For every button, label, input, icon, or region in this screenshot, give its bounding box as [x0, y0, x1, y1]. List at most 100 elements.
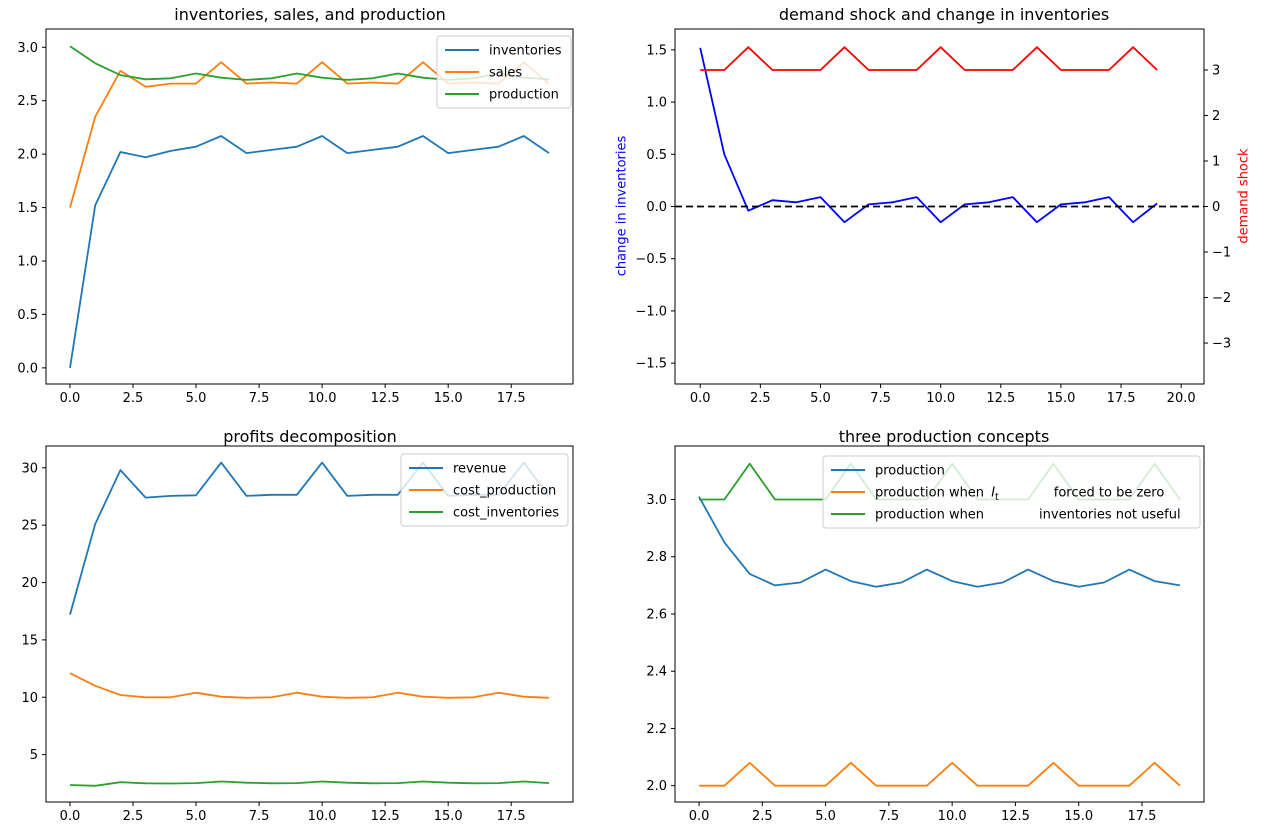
legend-entry: cost_production	[409, 484, 556, 499]
x-axis-ticks: 0.0 2.5 5.0 7.5 10.0 12.5 15.0 17.5 20.0	[690, 384, 1196, 406]
legend-label: production when It forced to be zero	[875, 486, 1164, 504]
tick-label: 2.5	[17, 94, 38, 109]
tick-label: 5.0	[815, 809, 836, 824]
tick-label: 2.5	[123, 809, 144, 824]
tick-label: 7.5	[879, 809, 900, 824]
legend-label: production	[875, 464, 945, 479]
tick-label: 10.0	[926, 391, 955, 406]
tick-label: 5	[30, 748, 38, 763]
ylabel-change-in-inventories: change in inventories	[614, 135, 630, 277]
tick-label: 12.5	[371, 391, 400, 406]
legend-label: revenue	[453, 462, 506, 477]
legend-entry: production	[445, 88, 559, 103]
tick-label: 0	[1212, 200, 1220, 215]
tick-label: 10.0	[308, 809, 337, 824]
tick-label: 3.0	[646, 493, 667, 508]
tick-label: 15	[21, 633, 38, 648]
panel-profits-decomposition: 0.0 2.5 5.0 7.5 10.0 12.5 15.0 17.5 5 10 15 20 25 30 r…	[21, 445, 574, 824]
tick-label: 15.0	[434, 809, 463, 824]
axes-frame	[674, 445, 1205, 803]
tick-label: 1	[1212, 154, 1220, 169]
x-axis-ticks: 0.0 2.5 5.0 7.5 10.0 12.5 15.0 17.5	[60, 802, 526, 824]
legend-entry: production	[831, 464, 945, 479]
x-axis-ticks: 0.0 2.5 5.0 7.5 10.0 12.5 15.0 17.5	[689, 802, 1156, 824]
tick-label: 30	[21, 461, 38, 476]
tick-label: −0.5	[635, 252, 667, 267]
tick-label: 17.5	[497, 809, 526, 824]
tick-label: 1.0	[17, 255, 38, 270]
tick-label: 1.0	[646, 96, 667, 111]
tick-label: 0.5	[17, 308, 38, 323]
tick-label: 1.5	[646, 43, 667, 58]
legend-box	[400, 453, 569, 527]
tick-label: 2.6	[646, 607, 667, 622]
x-axis-ticks: 0.0 2.5 5.0 7.5 10.0 12.5 15.0 17.5	[60, 384, 526, 406]
tick-label: 25	[21, 519, 38, 534]
y-axis-ticks: −1.5 −1.0 −0.5 0.0 0.5 1.0 1.5	[635, 43, 675, 372]
tick-label: 7.5	[249, 391, 270, 406]
tick-label: 2.5	[123, 391, 144, 406]
legend-label: sales	[489, 66, 522, 81]
legend-entry: sales	[445, 66, 522, 81]
tick-label: 2.0	[646, 779, 667, 794]
tick-label: 10.0	[308, 391, 337, 406]
tick-label: 2.4	[646, 665, 667, 680]
y-axis-ticks: 2.0 2.2 2.4 2.6 2.8 3.0	[646, 493, 675, 794]
tick-label: 1.5	[17, 201, 38, 216]
tick-label: −1	[1212, 246, 1231, 261]
line-change-in-inventories	[699, 47, 1158, 224]
legend: inventories sales production	[436, 35, 572, 109]
tick-label: 3.0	[17, 41, 38, 56]
axes-frame	[45, 28, 574, 385]
legend-label: production when inventories not useful	[875, 508, 1181, 523]
line-demand-shock	[700, 46, 1158, 71]
legend-box	[436, 35, 572, 109]
legend-entry: cost_inventories	[409, 506, 559, 521]
legend: revenue cost_production cost_inventories	[400, 453, 569, 527]
tick-label: 7.5	[870, 391, 891, 406]
tick-label: 2.8	[646, 550, 667, 565]
legend-box	[822, 455, 1201, 529]
tick-label: 17.5	[497, 391, 526, 406]
title-three-production-concepts: three production concepts	[838, 427, 1050, 446]
tick-label: 2.2	[646, 722, 667, 737]
tick-label: 0.0	[17, 361, 38, 376]
panel-three-production-concepts: 0.0 2.5 5.0 7.5 10.0 12.5 15.0 17.5 2.0 2.2 2.4 2.6…	[646, 445, 1205, 824]
legend-label: inventories	[489, 44, 562, 59]
line-production-when-i-t-forced-to-be-zero	[699, 761, 1181, 787]
tick-label: 2.5	[752, 809, 773, 824]
tick-label: −1.0	[635, 304, 667, 319]
ylabel-demand-shock: demand shock	[1236, 148, 1252, 244]
tick-label: −3	[1212, 337, 1231, 352]
title-profits-decomposition: profits decomposition	[223, 427, 397, 446]
y-axis-ticks: 5 10 15 20 25 30	[21, 461, 46, 763]
line-inventories	[69, 135, 550, 369]
tick-label: 15.0	[434, 391, 463, 406]
title-inventories-sales-production: inventories, sales, and production	[174, 5, 446, 24]
tick-label: 10.0	[938, 809, 967, 824]
y-axis-ticks: 0.0 0.5 1.0 1.5 2.0 2.5 3.0	[17, 41, 46, 376]
series-group	[675, 46, 1204, 224]
tick-label: 0.0	[60, 809, 81, 824]
tick-label: −2	[1212, 291, 1231, 306]
legend-entry: inventories	[445, 44, 562, 59]
panel-inventories-sales-production: 0.0 2.5 5.0 7.5 10.0 12.5 15.0 17.5 0.0 0.5 1.0 1.5…	[17, 28, 574, 406]
tick-label: 2.5	[750, 391, 771, 406]
tick-label: 7.5	[249, 809, 270, 824]
axes-frame	[45, 445, 574, 803]
tick-label: 0.0	[60, 391, 81, 406]
tick-label: 5.0	[186, 391, 207, 406]
line-cost-inventories	[69, 780, 550, 787]
title-demand-shock-change-in-inventories: demand shock and change in inventories	[778, 5, 1110, 24]
legend-entry: revenue	[409, 462, 506, 477]
tick-label: 12.5	[1001, 809, 1030, 824]
line-cost-production	[69, 672, 550, 699]
tick-label: 2.0	[17, 148, 38, 163]
tick-label: 0.5	[646, 148, 667, 163]
tick-label: 15.0	[1064, 809, 1093, 824]
legend-label: cost_inventories	[453, 506, 559, 521]
legend-entry: production when It forced to be zero	[831, 486, 1164, 504]
tick-label: 5.0	[186, 809, 207, 824]
